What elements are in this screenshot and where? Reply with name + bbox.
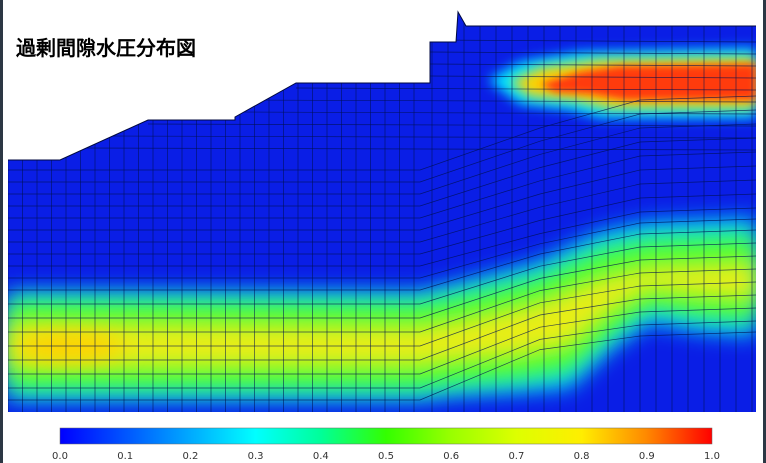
mesh-line (8, 95, 756, 171)
mesh-line (8, 255, 756, 319)
mesh-line (8, 193, 756, 255)
ground-domain (8, 12, 756, 412)
mesh-line (8, 218, 756, 279)
mesh-line (295, 87, 756, 91)
mesh-line (8, 229, 756, 291)
colorbar-tick-label: 0.9 (639, 451, 655, 462)
colorbar-tick-label: 0.1 (117, 451, 133, 462)
mesh-line (234, 99, 756, 103)
mesh-line (8, 207, 756, 267)
mesh-line (8, 123, 756, 195)
mesh-line (147, 123, 756, 127)
left-edge-bar (0, 0, 3, 463)
mesh-line (8, 179, 756, 243)
mesh-line (8, 242, 756, 305)
colorbar-gradient (59, 427, 713, 445)
lower-layer-warm-spot (15, 333, 125, 361)
mesh-line (109, 135, 756, 139)
mesh-line (429, 39, 756, 43)
upper-zone-red (540, 64, 756, 100)
mesh-line (8, 151, 756, 219)
colorbar: 0.0 0.1 0.2 0.3 0.4 0.5 0.6 0.7 0.8 0.9 1.0 (52, 427, 720, 462)
colorbar-tick-label: 0.2 (182, 451, 198, 462)
colorbar-tick-label: 1.0 (704, 451, 720, 462)
mesh-line (8, 307, 756, 375)
mesh-line (8, 165, 756, 231)
right-edge-bar (763, 0, 766, 463)
figure-title: 過剰間隙水圧分布図 (16, 36, 196, 60)
lower-layer-yellow (8, 262, 756, 368)
mesh-line (8, 137, 756, 207)
mesh-line (8, 268, 756, 333)
mesh-line (429, 75, 756, 79)
mesh-line (8, 294, 756, 361)
colorbar-ticks: 0.0 0.1 0.2 0.3 0.4 0.5 0.6 0.7 0.8 0.9 1.0 (52, 451, 720, 462)
mesh-line (8, 109, 756, 183)
mesh-line (234, 111, 756, 115)
mesh-line (429, 51, 756, 55)
mesh-line (429, 63, 756, 67)
mesh-line (8, 320, 756, 389)
mesh-line (79, 147, 756, 151)
colorbar-tick-label: 0.6 (443, 451, 459, 462)
colorbar-tick-label: 0.3 (248, 451, 264, 462)
mesh-horizontal-lines (8, 39, 756, 401)
colorbar-tick-label: 0.4 (313, 451, 329, 462)
mesh-line (8, 281, 756, 347)
colorbar-tick-label: 0.8 (574, 451, 590, 462)
mesh-line (8, 331, 756, 401)
ground-outline (8, 10, 756, 161)
colorbar-tick-label: 0.7 (508, 451, 524, 462)
colorbar-tick-label: 0.0 (52, 451, 68, 462)
colorbar-tick-label: 0.5 (378, 451, 394, 462)
